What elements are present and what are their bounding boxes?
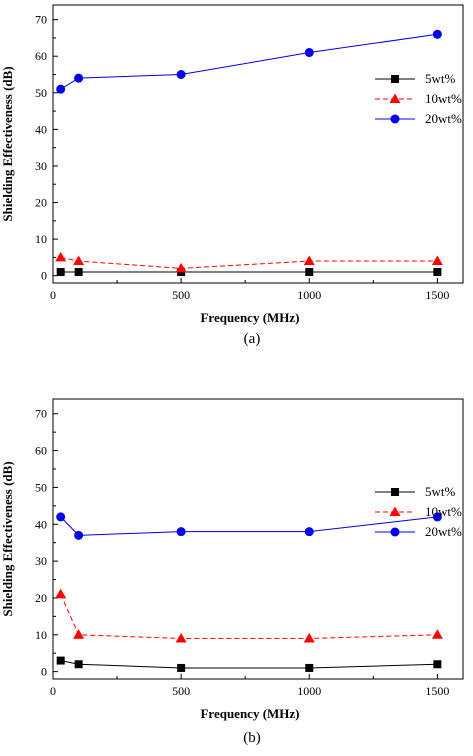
data-point xyxy=(74,530,84,540)
data-point xyxy=(74,660,83,669)
data-point xyxy=(74,268,83,277)
series-line xyxy=(60,660,438,669)
data-point xyxy=(389,93,401,103)
data-point xyxy=(175,632,187,643)
data-point xyxy=(433,660,442,669)
data-point xyxy=(390,527,400,537)
legend-label: 5wt% xyxy=(425,71,456,86)
series-20wtpct xyxy=(56,29,442,94)
legend: 5wt% 10wt% 20wt% xyxy=(375,484,462,539)
data-point xyxy=(56,512,66,522)
data-point xyxy=(432,29,442,39)
x-tick-label: 500 xyxy=(172,684,190,698)
data-point xyxy=(432,512,442,522)
series-line xyxy=(60,594,438,639)
data-point xyxy=(55,251,67,262)
data-point xyxy=(176,527,186,537)
y-tick-label: 20 xyxy=(35,591,47,605)
data-point xyxy=(390,114,400,124)
x-tick-label: 1000 xyxy=(297,684,321,698)
data-point xyxy=(305,268,314,277)
x-tick-label: 500 xyxy=(172,288,190,302)
plot-frame xyxy=(52,398,464,680)
data-point xyxy=(303,255,315,266)
x-tick-label: 1500 xyxy=(425,684,449,698)
series-20wtpct xyxy=(56,512,442,540)
legend-label: 10wt% xyxy=(425,504,462,519)
data-point xyxy=(56,84,66,94)
y-tick-label: 50 xyxy=(35,480,47,494)
y-tick-label: 20 xyxy=(35,196,47,210)
data-point xyxy=(55,588,67,599)
data-point xyxy=(177,663,186,672)
x-axis-title: Frequency (MHz) xyxy=(200,310,299,325)
x-tick-label: 0 xyxy=(50,684,56,698)
series-5wtpct xyxy=(56,656,442,672)
series-10wtpct xyxy=(55,588,443,643)
x-tick-label: 1500 xyxy=(425,288,449,302)
series-line xyxy=(60,33,438,90)
chart-panel-a: 0 500 1000 1500 0 10 20 30 40 50 60 70 Frequency (MH… xyxy=(0,4,464,347)
y-tick-label: 10 xyxy=(35,628,47,642)
data-point xyxy=(389,506,401,516)
y-tick-label: 30 xyxy=(35,554,47,568)
data-point xyxy=(391,488,399,496)
x-tick-label: 0 xyxy=(50,288,56,302)
data-point xyxy=(433,268,442,277)
data-point xyxy=(56,656,65,665)
x-axis-title: Frequency (MHz) xyxy=(200,706,299,721)
chart-caption: (b) xyxy=(243,730,261,746)
data-point xyxy=(431,629,443,639)
y-tick-label: 70 xyxy=(35,407,47,421)
series-5wtpct xyxy=(56,268,442,277)
y-axis-title: Shielding Effectiveness (dB) xyxy=(0,461,15,616)
series-line xyxy=(60,516,438,536)
data-point xyxy=(303,632,315,643)
y-tick-label: 60 xyxy=(35,444,47,458)
legend-label: 20wt% xyxy=(425,111,462,126)
chart-panel-b: 0 500 1000 1500 0 10 20 30 40 50 60 70 Frequency (MH… xyxy=(0,398,464,746)
series-line xyxy=(60,256,438,269)
y-tick-label: 0 xyxy=(41,269,47,283)
data-point xyxy=(431,255,443,266)
data-point xyxy=(73,629,85,639)
legend-label: 5wt% xyxy=(425,484,456,499)
y-tick-label: 0 xyxy=(41,665,47,679)
y-tick-label: 70 xyxy=(35,13,47,27)
data-point xyxy=(304,527,314,537)
legend-label: 20wt% xyxy=(425,524,462,539)
data-point xyxy=(56,268,65,277)
y-tick-label: 40 xyxy=(35,517,47,531)
x-tick-label: 1000 xyxy=(297,288,321,302)
chart-caption: (a) xyxy=(244,331,261,347)
data-point xyxy=(73,255,85,266)
y-tick-label: 30 xyxy=(35,159,47,173)
data-point xyxy=(74,73,84,83)
series-10wtpct xyxy=(55,251,443,273)
y-tick-label: 40 xyxy=(35,122,47,136)
y-tick-label: 50 xyxy=(35,86,47,100)
y-tick-label: 60 xyxy=(35,49,47,63)
data-point xyxy=(176,70,186,79)
data-point xyxy=(391,75,399,83)
data-point xyxy=(304,48,314,58)
y-tick-label: 10 xyxy=(35,232,47,246)
y-axis-title: Shielding Effectiveness (dB) xyxy=(0,66,15,221)
data-point xyxy=(175,262,187,273)
legend: 5wt% 10wt% 20wt% xyxy=(375,71,462,126)
data-point xyxy=(305,663,314,672)
plot-frame xyxy=(52,4,464,284)
legend-label: 10wt% xyxy=(425,91,462,106)
